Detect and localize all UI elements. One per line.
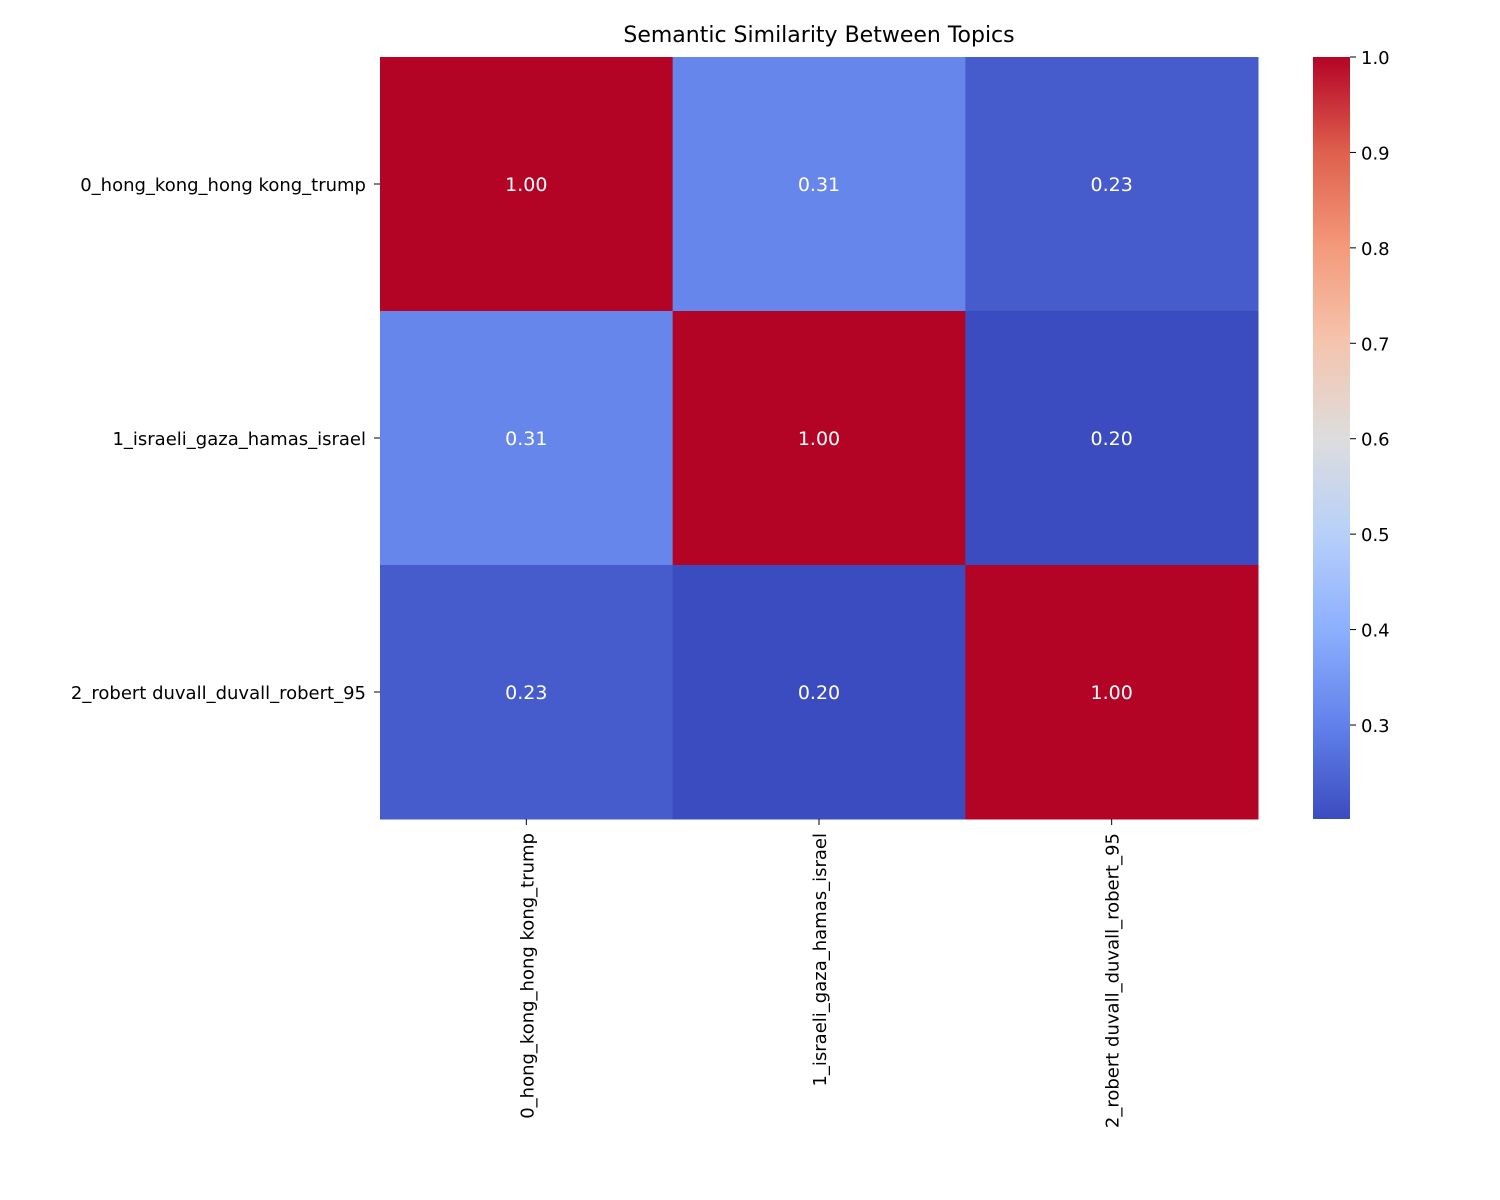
heatmap-cell (965, 565, 1259, 820)
y-tick-label: 2_robert duvall_duvall_robert_95 (71, 683, 366, 704)
cell-annotation: 0.23 (1091, 174, 1133, 196)
colorbar-tick-label: 0.7 (1361, 334, 1390, 355)
cell-annotation: 0.20 (798, 682, 840, 704)
heatmap-cell (965, 57, 1259, 312)
cell-annotation: 1.00 (1091, 682, 1133, 704)
heatmap-cell (380, 311, 674, 566)
heatmap-cell (380, 565, 674, 820)
cell-annotation: 0.31 (798, 174, 840, 196)
heatmap-cell (672, 565, 966, 820)
heatmap-cell (965, 311, 1259, 566)
heatmap-cell (672, 57, 966, 312)
colorbar-tick-label: 1.0 (1361, 48, 1390, 69)
x-tick-label: 2_robert duvall_duvall_robert_95 (1103, 833, 1124, 1128)
x-tick-label: 1_israeli_gaza_hamas_israel (810, 833, 831, 1087)
cell-annotation: 0.23 (505, 682, 547, 704)
cell-annotation: 0.31 (505, 428, 547, 450)
colorbar-tick-label: 0.9 (1361, 143, 1390, 164)
colorbar-tick-label: 0.4 (1361, 621, 1390, 642)
y-tick-label: 0_hong_kong_hong kong_trump (80, 175, 366, 196)
heatmap-cell (380, 57, 674, 312)
cell-annotation: 0.20 (1091, 428, 1133, 450)
x-tick-label: 0_hong_kong_hong kong_trump (517, 833, 538, 1119)
chart-title: Semantic Similarity Between Topics (623, 23, 1014, 48)
cell-annotation: 1.00 (505, 174, 547, 196)
cell-annotation: 1.00 (798, 428, 840, 450)
colorbar-tick-label: 0.8 (1361, 239, 1390, 260)
heatmap-cell (672, 311, 966, 566)
colorbar-tick-label: 0.6 (1361, 430, 1390, 451)
colorbar-tick-label: 0.5 (1361, 525, 1390, 546)
colorbar (1313, 57, 1350, 819)
colorbar-tick-label: 0.3 (1361, 716, 1390, 737)
y-tick-label: 1_israeli_gaza_hamas_israel (112, 429, 366, 450)
